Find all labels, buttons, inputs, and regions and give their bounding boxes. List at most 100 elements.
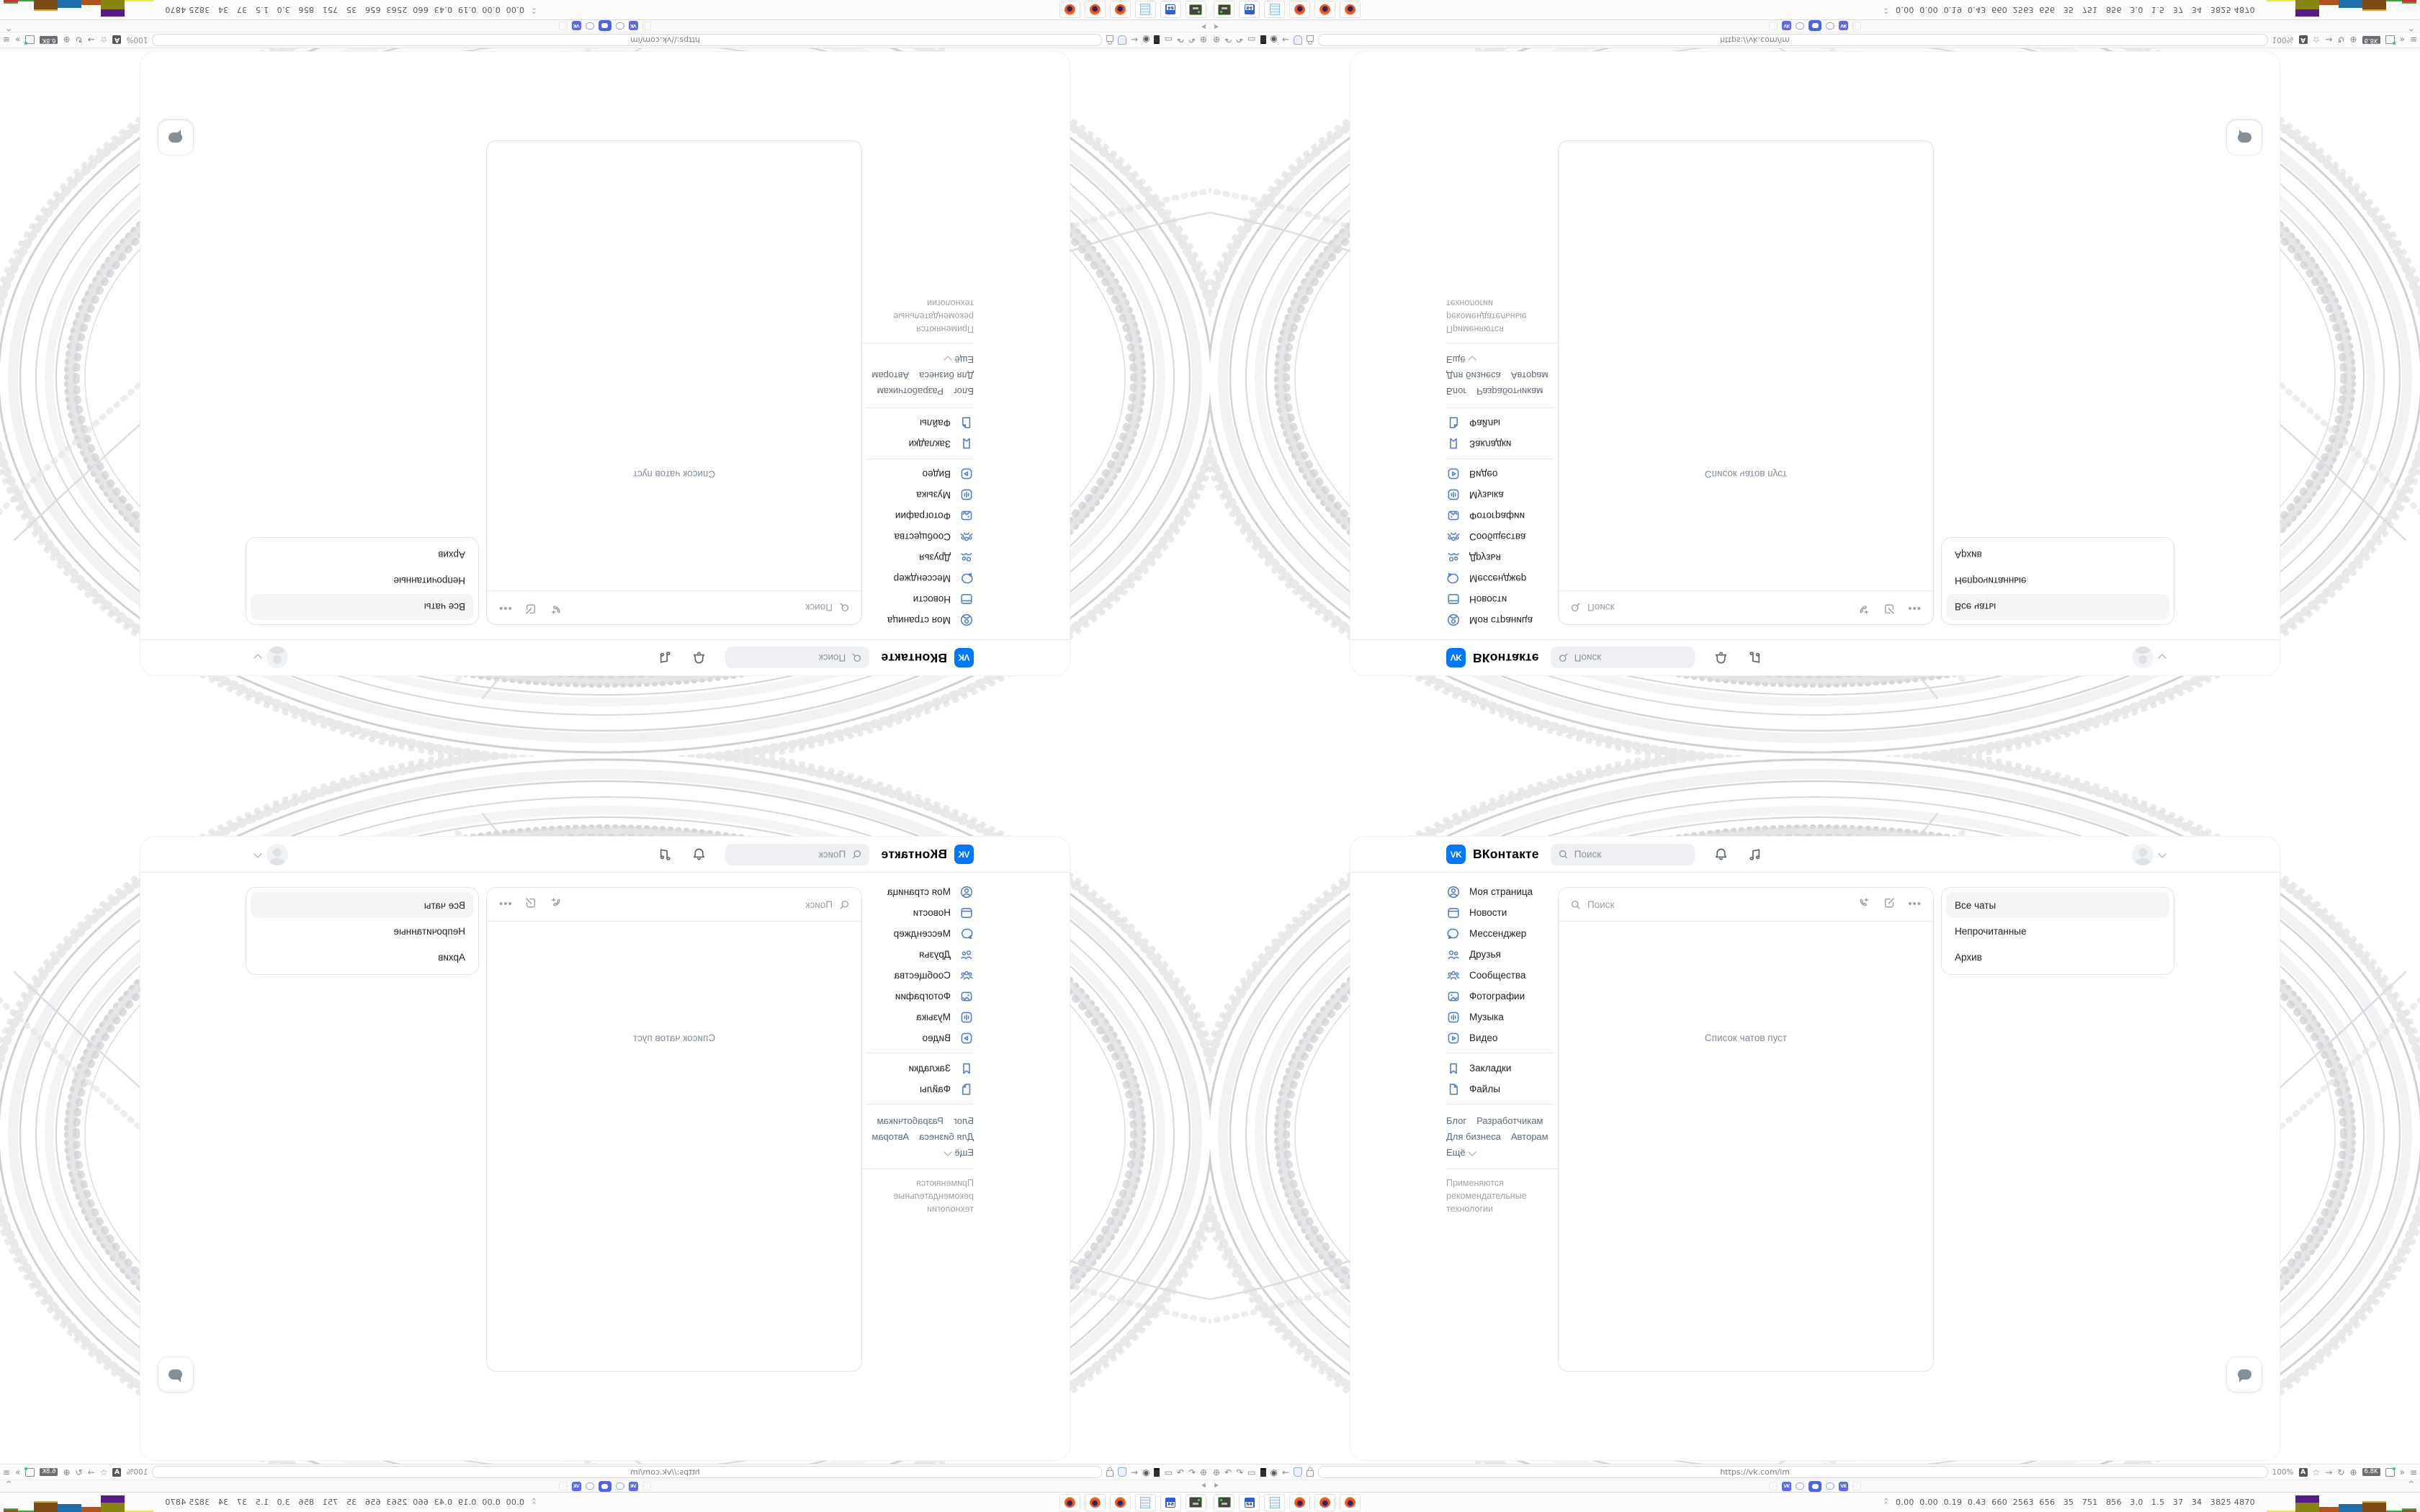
links-count-badge[interactable]: 6.8K — [2362, 36, 2380, 44]
sidebar-item-photos[interactable]: Фотографии — [855, 986, 974, 1007]
tab-active-chat-icon[interactable] — [1809, 1480, 1821, 1492]
tab-vk-icon[interactable]: VK — [572, 1481, 581, 1491]
tab-ghost[interactable] — [1852, 22, 1861, 30]
undo-icon[interactable]: ↶ — [1188, 1467, 1196, 1477]
launcher-firefox-icon[interactable] — [1085, 1, 1106, 19]
footer-link-developers[interactable]: Разработчикам — [877, 1115, 944, 1126]
collapse-chevrons-icon[interactable]: ^ ^ — [1883, 1497, 1888, 1508]
new-call-icon[interactable] — [550, 600, 563, 616]
tab-chat-bubble-icon[interactable] — [1826, 1482, 1834, 1490]
site-globe-icon[interactable]: ⊕ — [63, 35, 71, 45]
redo-icon[interactable]: ↷ — [1176, 1467, 1184, 1477]
extension-orb-icon[interactable]: ◉ — [1142, 1467, 1150, 1477]
user-avatar[interactable] — [2132, 844, 2154, 865]
account-menu-chevron-icon[interactable] — [254, 849, 262, 858]
address-bar[interactable]: https://vk.com/im — [152, 1466, 1102, 1478]
bookmark-star-icon[interactable]: ☆ — [2312, 1467, 2321, 1477]
tab-ghost[interactable] — [642, 1482, 651, 1490]
footer-link-developers[interactable]: Разработчикам — [1476, 1115, 1543, 1126]
overflow-icon[interactable]: » — [2399, 35, 2405, 45]
redo-icon[interactable]: ↷ — [1236, 35, 1244, 45]
back-arrow-icon[interactable]: ← — [1130, 35, 1138, 45]
notifications-bell-icon[interactable] — [1713, 847, 1729, 862]
globe-icon[interactable]: ⊕ — [1213, 1467, 1221, 1477]
filter-unread[interactable]: Непрочитанные — [1955, 925, 2027, 937]
tab-ghost[interactable] — [1769, 1482, 1778, 1490]
sidebar-item-my-page[interactable]: Моя страница — [855, 610, 974, 631]
translate-icon[interactable]: A — [112, 35, 122, 45]
sidebar-item-my-page[interactable]: Моя страница — [855, 881, 974, 902]
user-avatar[interactable] — [266, 647, 288, 668]
global-search-input[interactable]: Поиск — [1550, 843, 1695, 865]
overflow-icon[interactable]: » — [2399, 1467, 2405, 1477]
sidebar-item-messenger[interactable]: Мессенджер — [1446, 923, 1565, 944]
sidebar-item-news[interactable]: Новости — [1446, 589, 1565, 610]
links-count-badge[interactable]: 6.8K — [40, 36, 58, 44]
tab-active-chat-icon[interactable] — [599, 1480, 611, 1492]
more-options-icon[interactable]: ••• — [1908, 602, 1922, 614]
sidebar-item-files[interactable]: Файлы — [1446, 1079, 1565, 1099]
undo-icon[interactable]: ↶ — [1188, 35, 1196, 45]
launcher-firefox-icon[interactable] — [1289, 1493, 1310, 1511]
reload-icon[interactable]: ↻ — [75, 35, 83, 45]
sidebar-item-friends[interactable]: Друзья — [1446, 944, 1565, 965]
launcher-firefox-icon[interactable] — [1110, 1493, 1131, 1511]
vk-logo-icon[interactable]: VK — [1446, 845, 1466, 864]
tab-chat-bubble-icon[interactable] — [616, 22, 624, 30]
tab-vk-icon[interactable]: VK — [629, 21, 638, 31]
shield-icon[interactable] — [1117, 1467, 1126, 1477]
shield-icon[interactable] — [1294, 35, 1303, 45]
address-bar[interactable]: https://vk.com/im — [1318, 34, 2268, 46]
tab-ghost[interactable] — [559, 1482, 568, 1490]
footer-link-business[interactable]: Для бизнеса — [1446, 1131, 1501, 1142]
zoom-level-indicator[interactable]: 100% — [2272, 1467, 2294, 1477]
sidebar-item-friends[interactable]: Друзья — [855, 547, 974, 568]
redo-icon[interactable]: ↷ — [1236, 1467, 1244, 1477]
filter-unread[interactable]: Непрочитанные — [393, 575, 465, 587]
footer-link-more[interactable]: Ещё — [944, 352, 974, 366]
sidebar-item-my-page[interactable]: Моя страница — [1446, 610, 1565, 631]
sidebar-item-files[interactable]: Файлы — [1446, 413, 1565, 433]
site-globe-icon[interactable]: ⊕ — [63, 1467, 71, 1477]
compose-message-icon[interactable] — [524, 600, 537, 616]
globe-icon[interactable]: ⊕ — [1213, 35, 1221, 45]
launcher-firefox-icon[interactable] — [1314, 1, 1335, 19]
tab-chat-bubble-icon[interactable] — [1796, 1482, 1804, 1490]
sidebar-item-photos[interactable]: Фотографии — [855, 505, 974, 526]
chat-search-input[interactable]: Поиск — [569, 899, 850, 910]
sidebar-item-music[interactable]: Музыка — [1446, 1007, 1565, 1027]
extension-orb-icon[interactable]: ◉ — [1142, 35, 1150, 45]
launcher-firefox-icon[interactable] — [1059, 1493, 1080, 1511]
sidebar-item-news[interactable]: Новости — [855, 902, 974, 923]
sidebar-item-friends[interactable]: Друзья — [1446, 547, 1565, 568]
support-chat-button[interactable] — [2227, 120, 2262, 155]
compose-message-icon[interactable] — [524, 896, 537, 913]
music-icon[interactable] — [658, 650, 673, 665]
folder-icon[interactable]: ▭ — [1247, 35, 1256, 45]
links-count-badge[interactable]: 6.8K — [2362, 1468, 2380, 1476]
footer-link-blog[interactable]: Блог — [1446, 386, 1467, 397]
support-chat-button[interactable] — [158, 120, 193, 155]
account-menu-chevron-icon[interactable] — [254, 654, 262, 663]
footer-link-more[interactable]: Ещё — [944, 1146, 974, 1160]
forward-arrow-icon[interactable]: → — [2325, 35, 2333, 45]
launcher-firefox-icon[interactable] — [1110, 1, 1131, 19]
sidebar-item-bookmarks[interactable]: Закладки — [1446, 433, 1565, 454]
trash-icon[interactable] — [1260, 1467, 1266, 1477]
menu-hamburger-icon[interactable]: ≡ — [2409, 1467, 2417, 1477]
sidebar-item-photos[interactable]: Фотографии — [1446, 505, 1565, 526]
launcher-firefox-icon[interactable] — [1289, 1, 1310, 19]
footer-link-more[interactable]: Ещё — [1446, 1146, 1476, 1160]
launcher-device-icon[interactable] — [1186, 1, 1206, 19]
launcher-device-icon[interactable] — [1186, 1493, 1206, 1511]
thumbs-up-icon[interactable] — [25, 35, 35, 45]
sidebar-item-friends[interactable]: Друзья — [855, 944, 974, 965]
music-icon[interactable] — [1747, 847, 1762, 862]
menu-hamburger-icon[interactable]: ≡ — [2409, 35, 2417, 45]
tab-scroll-up-icon[interactable]: ^ — [6, 1480, 12, 1488]
undo-icon[interactable]: ↶ — [1224, 35, 1232, 45]
launcher-firefox-icon[interactable] — [1314, 1493, 1335, 1511]
sidebar-item-photos[interactable]: Фотографии — [1446, 986, 1565, 1007]
notifications-bell-icon[interactable] — [691, 847, 707, 862]
launcher-firefox-icon[interactable] — [1059, 1, 1080, 19]
